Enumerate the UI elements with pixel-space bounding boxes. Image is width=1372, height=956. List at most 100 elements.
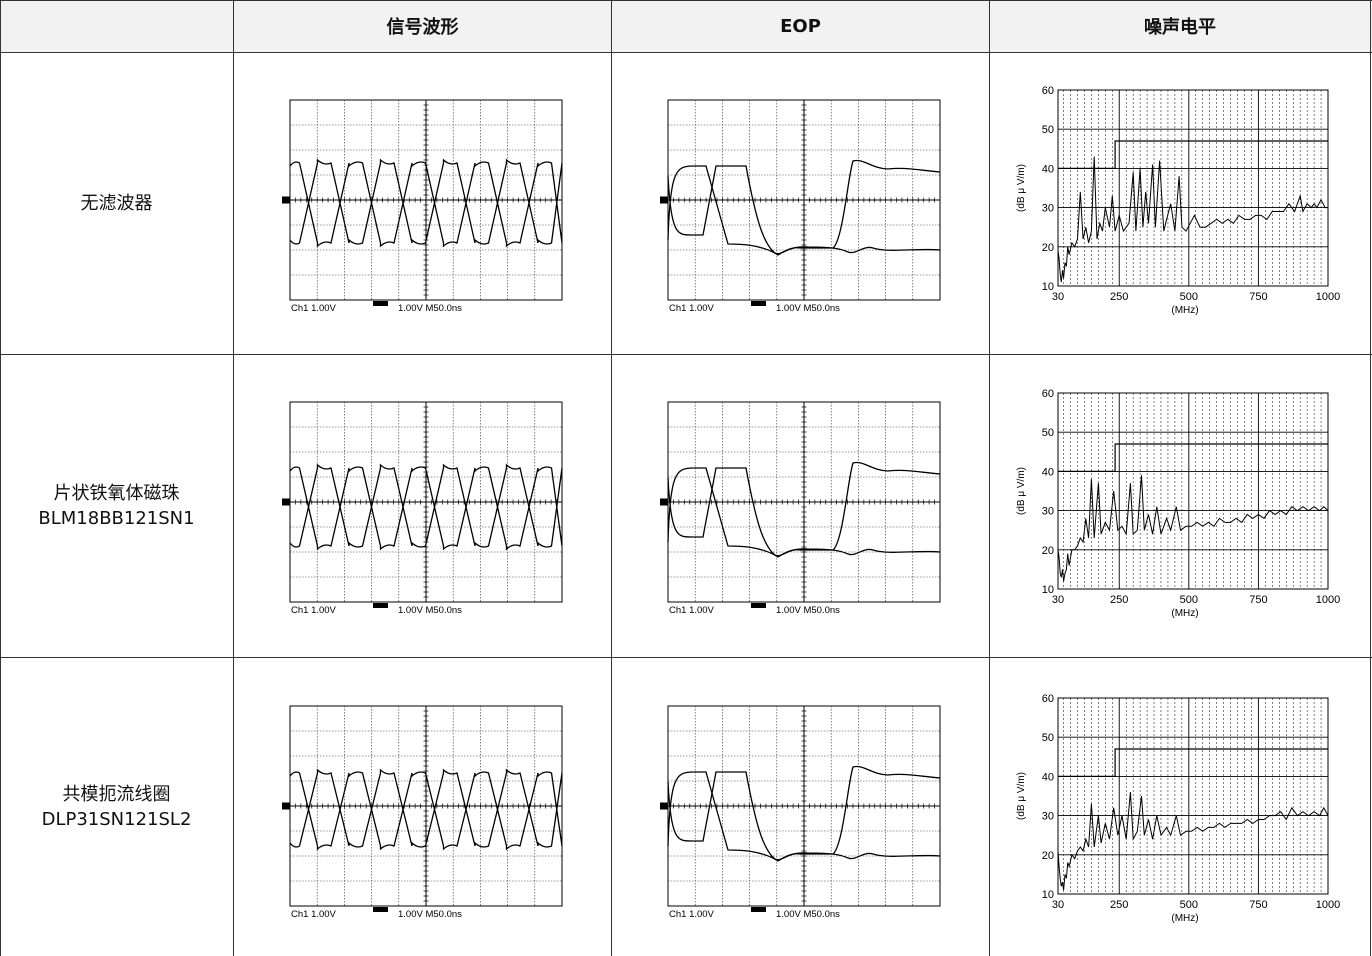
column-divider: [989, 0, 990, 956]
scope-caption-scale: 1.00V M50.0ns: [398, 909, 462, 920]
column-divider: [233, 0, 234, 956]
scope-caption-channel: Ch1 1.00V: [291, 909, 337, 920]
noise-series-line: [1057, 156, 1328, 283]
eop-trace: [667, 461, 941, 557]
trigger-marker: [751, 301, 766, 306]
x-axis-label: (MHz): [1171, 305, 1198, 316]
x-tick-label: 1000: [1316, 899, 1340, 911]
y-tick-label: 20: [1042, 850, 1054, 862]
scope-caption-channel: Ch1 1.00V: [291, 303, 337, 314]
signal-trace: [289, 161, 563, 248]
eop-scope: Ch1 1.00V 1.00V M50.0ns: [660, 705, 941, 920]
limit-line: [1058, 140, 1328, 169]
y-tick-label: 40: [1042, 163, 1054, 175]
trigger-marker: [373, 603, 388, 608]
y-tick-label: 50: [1042, 124, 1054, 136]
x-axis-label: (MHz): [1171, 608, 1198, 619]
x-tick-label: 30: [1052, 594, 1064, 606]
signal-waveform-scope: Ch1 1.00V 1.00V M50.0ns: [282, 705, 563, 920]
x-tick-label: 750: [1249, 594, 1267, 606]
row-label-ferrite-bead: 片状铁氧体磁珠 BLM18BB121SN1: [0, 355, 233, 657]
y-tick-label: 10: [1042, 889, 1054, 901]
row-divider: [0, 354, 1372, 355]
y-axis-label: (dB μ V/m): [1016, 772, 1027, 820]
x-tick-label: 500: [1180, 594, 1198, 606]
y-tick-label: 60: [1042, 85, 1054, 97]
trigger-marker: [751, 907, 766, 912]
y-axis-label: (dB μ V/m): [1016, 164, 1027, 212]
x-tick-label: 750: [1249, 899, 1267, 911]
signal-waveform-scope: Ch1 1.00V 1.00V M50.0ns: [282, 99, 563, 314]
row-divider: [0, 657, 1372, 658]
header-eop: EOP: [780, 15, 821, 37]
scope-caption-channel: Ch1 1.00V: [669, 909, 715, 920]
eop-scope: Ch1 1.00V 1.00V M50.0ns: [660, 401, 941, 616]
eop-trace: [667, 765, 941, 861]
header-blank: [0, 0, 233, 52]
signal-trace: [289, 158, 563, 245]
table-border-right: [1370, 0, 1371, 956]
plot-area: [1057, 392, 1329, 590]
trigger-marker: [373, 907, 388, 912]
x-tick-label: 1000: [1316, 594, 1340, 606]
row-label-line1: 无滤波器: [80, 193, 153, 214]
ground-marker: [660, 802, 668, 810]
table-border-left: [0, 0, 1, 956]
noise-level-chart: 10 20 30 40 50 60 30 250 500 750 1000 (MHz) (dB μ V/…: [1016, 85, 1340, 316]
header-row: [0, 0, 1372, 52]
scope-caption-scale: 1.00V M50.0ns: [776, 605, 840, 616]
y-tick-label: 30: [1042, 203, 1054, 215]
signal-trace: [289, 771, 563, 851]
row-label-line1: 片状铁氧体磁珠: [53, 483, 180, 504]
scope-caption-channel: Ch1 1.00V: [291, 605, 337, 616]
x-tick-label: 500: [1180, 899, 1198, 911]
signal-waveform-scope: Ch1 1.00V 1.00V M50.0ns: [282, 401, 563, 616]
trigger-marker: [373, 301, 388, 306]
y-tick-label: 30: [1042, 811, 1054, 823]
row-label-common-mode-choke: 共模扼流线圈 DLP31SN121SL2: [0, 658, 233, 956]
eop-trace: [667, 771, 941, 862]
noise-series-line: [1057, 475, 1329, 582]
x-tick-label: 250: [1110, 594, 1128, 606]
y-tick-label: 60: [1042, 693, 1054, 705]
scope-caption-scale: 1.00V M50.0ns: [398, 303, 462, 314]
row-label-line2: DLP31SN121SL2: [41, 809, 192, 830]
eop-scope: Ch1 1.00V 1.00V M50.0ns: [660, 99, 941, 314]
header-noise-level: 噪声电平: [1144, 17, 1216, 38]
x-tick-label: 30: [1052, 899, 1064, 911]
signal-trace: [289, 466, 563, 551]
signal-trace: [289, 463, 563, 548]
limit-line: [1058, 443, 1328, 472]
row-label-line2: BLM18BB121SN1: [38, 508, 195, 529]
plot-area: [1057, 697, 1329, 895]
x-tick-label: 1000: [1316, 291, 1340, 303]
limit-line: [1058, 748, 1328, 777]
row-label-no-filter: 无滤波器: [0, 53, 233, 354]
scope-caption-scale: 1.00V M50.0ns: [398, 605, 462, 616]
scope-caption-scale: 1.00V M50.0ns: [776, 909, 840, 920]
y-tick-label: 40: [1042, 771, 1054, 783]
scope-caption-scale: 1.00V M50.0ns: [776, 303, 840, 314]
noise-level-chart: 10 20 30 40 50 60 30 250 500 750 1000 (MHz) (dB μ V/…: [1016, 693, 1340, 924]
ground-marker: [660, 498, 668, 506]
noise-series-line: [1057, 792, 1329, 891]
scope-caption-channel: Ch1 1.00V: [669, 303, 715, 314]
y-tick-label: 40: [1042, 466, 1054, 478]
header-signal-waveform: 信号波形: [386, 17, 459, 38]
row-label-line1: 共模扼流线圈: [62, 784, 171, 805]
ground-marker: [282, 196, 290, 204]
y-tick-label: 30: [1042, 506, 1054, 518]
ground-marker: [282, 802, 290, 810]
x-tick-label: 30: [1052, 291, 1064, 303]
ground-marker: [660, 196, 668, 204]
scope-caption-channel: Ch1 1.00V: [669, 605, 715, 616]
trigger-marker: [751, 603, 766, 608]
y-axis-label: (dB μ V/m): [1016, 467, 1027, 515]
x-axis-label: (MHz): [1171, 913, 1198, 924]
y-tick-label: 20: [1042, 545, 1054, 557]
y-tick-label: 10: [1042, 584, 1054, 596]
x-tick-label: 500: [1180, 291, 1198, 303]
y-tick-label: 20: [1042, 242, 1054, 254]
row-divider: [0, 52, 1372, 53]
